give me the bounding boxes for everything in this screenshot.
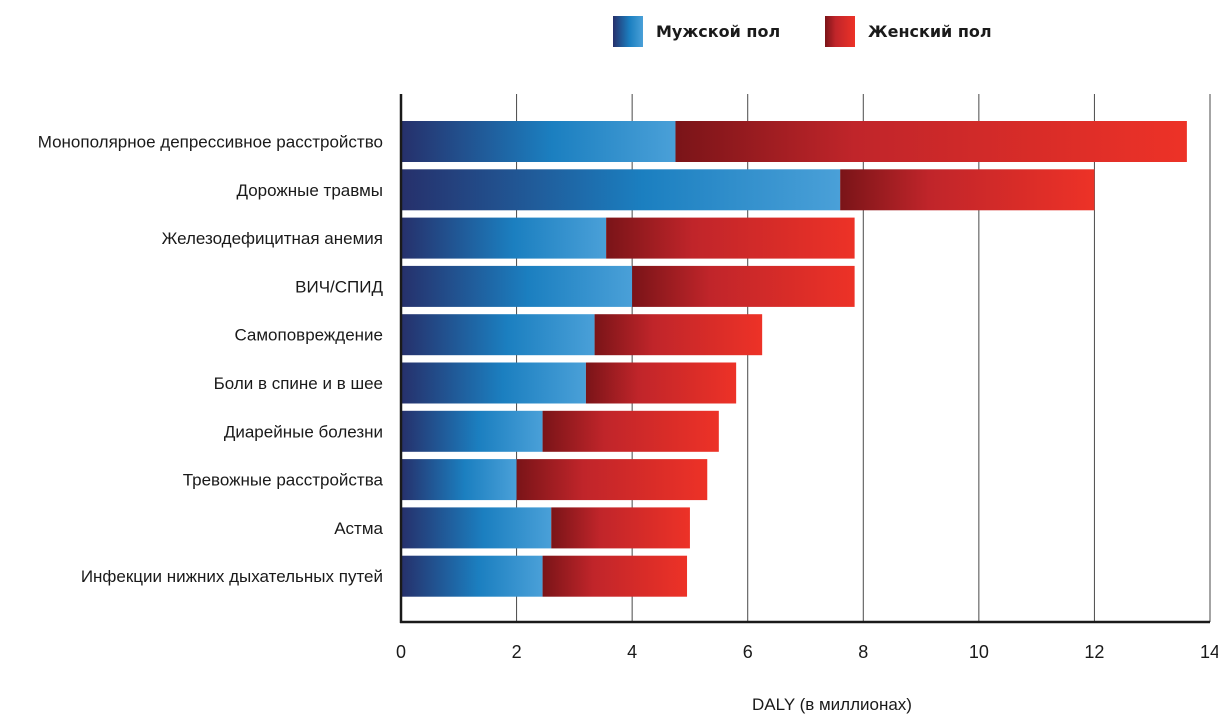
legend-label-male: Мужской пол bbox=[656, 22, 780, 41]
category-label: Боли в спине и в шее bbox=[214, 374, 383, 393]
category-label: Дорожные травмы bbox=[237, 181, 383, 200]
x-tick-label: 0 bbox=[396, 642, 406, 662]
category-label: Железодефицитная анемия bbox=[162, 229, 383, 248]
category-label: Тревожные расстройства bbox=[183, 471, 384, 490]
bar-male bbox=[401, 314, 595, 356]
bar-female bbox=[585, 362, 737, 404]
category-label: Инфекции нижних дыхательных путей bbox=[81, 567, 383, 586]
category-label: ВИЧ/СПИД bbox=[295, 277, 383, 296]
bar-male bbox=[401, 362, 586, 404]
x-tick-label: 6 bbox=[743, 642, 753, 662]
bar-female bbox=[542, 410, 719, 452]
x-tick-label: 4 bbox=[627, 642, 637, 662]
legend-swatch-female bbox=[825, 16, 855, 47]
legend: Мужской пол Женский пол bbox=[613, 16, 992, 47]
bar-male bbox=[401, 169, 841, 211]
bar-male bbox=[401, 265, 633, 307]
x-tick-label: 2 bbox=[512, 642, 522, 662]
x-tick-label: 8 bbox=[858, 642, 868, 662]
category-labels: Монополярное депрессивное расстройство До… bbox=[38, 133, 384, 587]
bar-male bbox=[401, 217, 607, 259]
bars bbox=[401, 121, 1187, 597]
bar-male bbox=[401, 555, 543, 597]
x-tick-label: 10 bbox=[969, 642, 989, 662]
bar-female bbox=[840, 169, 1095, 211]
category-label: Самоповреждение bbox=[234, 326, 383, 345]
x-tick-label: 12 bbox=[1084, 642, 1104, 662]
category-label: Астма bbox=[334, 519, 383, 538]
bar-male bbox=[401, 410, 543, 452]
x-tick-label: 14 bbox=[1200, 642, 1218, 662]
category-label: Диарейные болезни bbox=[224, 422, 383, 441]
bar-female bbox=[551, 507, 690, 549]
x-axis-title: DALY (в миллионах) bbox=[752, 695, 912, 714]
legend-swatch-male bbox=[613, 16, 643, 47]
legend-label-female: Женский пол bbox=[868, 22, 992, 41]
bar-female bbox=[594, 314, 763, 356]
x-tick-labels: 0 2 4 6 8 10 12 14 bbox=[396, 642, 1218, 662]
category-label: Монополярное депрессивное расстройство bbox=[38, 133, 383, 152]
bar-female bbox=[675, 121, 1187, 162]
bar-male bbox=[401, 459, 517, 501]
bar-male bbox=[401, 507, 552, 549]
bar-female bbox=[516, 459, 708, 501]
bar-male bbox=[401, 121, 676, 162]
bar-female bbox=[542, 555, 688, 597]
bar-female bbox=[632, 265, 855, 307]
bar-female bbox=[606, 217, 855, 259]
